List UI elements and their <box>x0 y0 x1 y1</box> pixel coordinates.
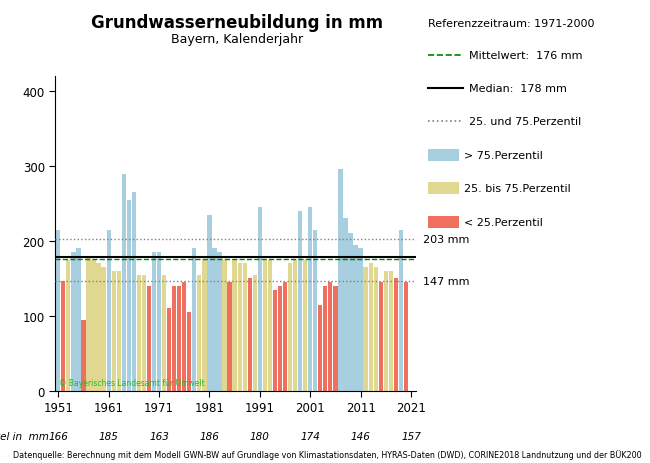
Bar <box>338 170 343 391</box>
Bar <box>242 264 247 391</box>
Bar <box>288 264 292 391</box>
Bar <box>177 286 181 391</box>
Text: Mittelwert:  176 mm: Mittelwert: 176 mm <box>469 50 582 61</box>
Text: > 75.Perzentil: > 75.Perzentil <box>464 150 543 161</box>
Bar <box>354 245 358 391</box>
Bar <box>257 207 262 391</box>
Bar <box>157 252 161 391</box>
Text: 147 mm: 147 mm <box>423 276 469 286</box>
Bar <box>197 275 202 391</box>
Bar <box>217 252 222 391</box>
Bar <box>273 290 277 391</box>
Bar <box>323 286 328 391</box>
Text: © Bayerisches Landesamt für Umwelt: © Bayerisches Landesamt für Umwelt <box>59 378 205 387</box>
Bar <box>253 275 257 391</box>
Text: 146: 146 <box>350 431 370 441</box>
Bar <box>96 264 101 391</box>
Bar <box>192 249 196 391</box>
Bar <box>92 260 96 391</box>
Bar <box>343 219 348 391</box>
Bar <box>127 200 131 391</box>
Text: 174: 174 <box>300 431 320 441</box>
Bar <box>56 230 60 391</box>
Bar <box>378 282 383 391</box>
Bar <box>248 279 252 391</box>
Bar <box>298 211 302 391</box>
Bar <box>374 268 378 391</box>
Bar <box>213 249 216 391</box>
Bar <box>187 313 191 391</box>
Bar <box>303 260 307 391</box>
Text: Referenzzeitraum: 1971-2000: Referenzzeitraum: 1971-2000 <box>428 19 594 29</box>
Bar <box>222 260 227 391</box>
Bar <box>207 215 211 391</box>
Bar <box>318 305 322 391</box>
Bar <box>142 275 146 391</box>
Bar <box>81 320 86 391</box>
Text: Datenquelle: Berechnung mit dem Modell GWN-BW auf Grundlage von Klimastationsdat: Datenquelle: Berechnung mit dem Modell G… <box>13 450 642 459</box>
Bar <box>333 286 337 391</box>
Text: Bayern, Kalenderjahr: Bayern, Kalenderjahr <box>171 33 304 46</box>
Bar <box>122 175 126 391</box>
Bar <box>263 260 267 391</box>
Bar <box>202 260 207 391</box>
Bar <box>172 286 176 391</box>
Bar <box>268 260 272 391</box>
Bar <box>116 271 121 391</box>
Bar <box>313 230 317 391</box>
Bar <box>167 309 171 391</box>
Bar <box>358 249 363 391</box>
Text: Grundwasserneubildung in mm: Grundwasserneubildung in mm <box>91 14 383 32</box>
Bar <box>398 230 403 391</box>
Text: 25. und 75.Perzentil: 25. und 75.Perzentil <box>469 117 581 127</box>
Text: 186: 186 <box>200 431 219 441</box>
Bar <box>233 260 237 391</box>
Text: 203 mm: 203 mm <box>423 234 469 244</box>
Bar <box>86 257 90 391</box>
Text: 185: 185 <box>99 431 118 441</box>
Text: Mittel in  mm: Mittel in mm <box>0 431 49 441</box>
Bar <box>66 260 70 391</box>
Text: 25. bis 75.Perzentil: 25. bis 75.Perzentil <box>464 184 571 194</box>
Bar <box>293 260 297 391</box>
Bar <box>182 282 187 391</box>
Bar <box>278 286 282 391</box>
Text: 166: 166 <box>48 431 68 441</box>
Text: < 25.Perzentil: < 25.Perzentil <box>464 217 543 227</box>
Bar <box>72 252 75 391</box>
Bar <box>394 279 398 391</box>
Bar <box>61 281 66 391</box>
Bar <box>328 282 333 391</box>
Bar <box>76 249 81 391</box>
Bar <box>348 234 353 391</box>
Bar <box>404 282 408 391</box>
Bar <box>101 268 106 391</box>
Bar <box>283 282 287 391</box>
Bar <box>112 271 116 391</box>
Bar <box>363 268 368 391</box>
Bar <box>132 193 136 391</box>
Bar <box>147 286 151 391</box>
Bar <box>308 207 313 391</box>
Text: 163: 163 <box>149 431 169 441</box>
Bar <box>237 264 242 391</box>
Bar <box>152 252 156 391</box>
Bar <box>227 282 231 391</box>
Text: 157: 157 <box>401 431 421 441</box>
Bar <box>162 275 166 391</box>
Bar <box>389 271 393 391</box>
Bar <box>384 271 388 391</box>
Text: 180: 180 <box>250 431 270 441</box>
Bar <box>136 275 141 391</box>
Bar <box>369 264 373 391</box>
Text: Median:  178 mm: Median: 178 mm <box>469 84 567 94</box>
Bar <box>107 230 111 391</box>
